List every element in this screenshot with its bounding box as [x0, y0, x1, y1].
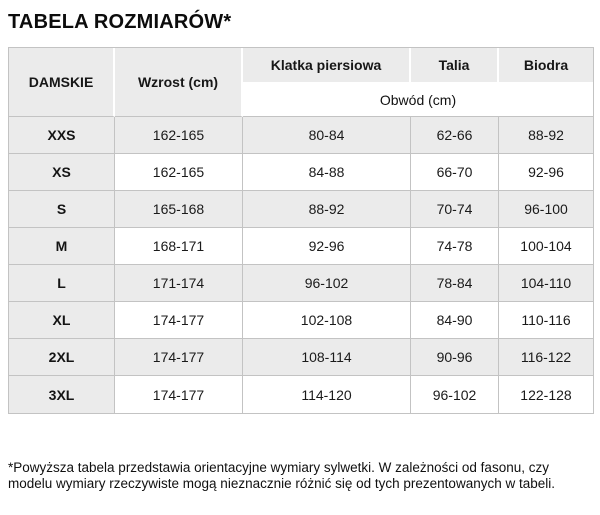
wzrost-cell: 162-165	[115, 117, 243, 154]
talia-cell: 84-90	[411, 302, 499, 339]
table-row: M 168-171 92-96 74-78 100-104	[9, 228, 593, 265]
biodra-cell: 110-116	[499, 302, 593, 339]
wzrost-cell: 168-171	[115, 228, 243, 265]
size-cell: XL	[9, 302, 115, 339]
size-table: DAMSKIE Wzrost (cm) Klatka piersiowa Tal…	[8, 47, 594, 414]
table-row: L 171-174 96-102 78-84 104-110	[9, 265, 593, 302]
klatka-cell: 84-88	[243, 154, 411, 191]
klatka-cell: 102-108	[243, 302, 411, 339]
subheader-obwod: Obwód (cm)	[243, 84, 593, 117]
talia-cell: 62-66	[411, 117, 499, 154]
wzrost-cell: 174-177	[115, 339, 243, 376]
page-title: TABELA ROZMIARÓW*	[8, 11, 232, 33]
size-cell: L	[9, 265, 115, 302]
table-row: 3XL 174-177 114-120 96-102 122-128	[9, 376, 593, 413]
table-row: S 165-168 88-92 70-74 96-100	[9, 191, 593, 228]
talia-cell: 78-84	[411, 265, 499, 302]
talia-cell: 66-70	[411, 154, 499, 191]
talia-cell: 74-78	[411, 228, 499, 265]
biodra-cell: 92-96	[499, 154, 593, 191]
table-row: XXS 162-165 80-84 62-66 88-92	[9, 117, 593, 154]
talia-cell: 96-102	[411, 376, 499, 413]
column-header-damskie: DAMSKIE	[9, 48, 115, 117]
column-header-klatka-piersiowa: Klatka piersiowa	[243, 48, 411, 84]
table-body: XXS 162-165 80-84 62-66 88-92 XS 162-165…	[9, 117, 593, 413]
biodra-cell: 100-104	[499, 228, 593, 265]
size-cell: XS	[9, 154, 115, 191]
klatka-cell: 88-92	[243, 191, 411, 228]
wzrost-cell: 165-168	[115, 191, 243, 228]
size-cell: M	[9, 228, 115, 265]
page: TABELA ROZMIARÓW* DAMSKIE Wzrost (cm) Kl…	[8, 11, 594, 491]
wzrost-cell: 171-174	[115, 265, 243, 302]
talia-cell: 70-74	[411, 191, 499, 228]
klatka-cell: 80-84	[243, 117, 411, 154]
header-row-sub: Obwód (cm)	[9, 84, 593, 117]
footnote: *Powyższa tabela przedstawia orientacyjn…	[8, 460, 555, 491]
table-row: XS 162-165 84-88 66-70 92-96	[9, 154, 593, 191]
size-cell: S	[9, 191, 115, 228]
size-cell: XXS	[9, 117, 115, 154]
table-row: 2XL 174-177 108-114 90-96 116-122	[9, 339, 593, 376]
klatka-cell: 114-120	[243, 376, 411, 413]
klatka-cell: 92-96	[243, 228, 411, 265]
biodra-cell: 116-122	[499, 339, 593, 376]
klatka-cell: 108-114	[243, 339, 411, 376]
talia-cell: 90-96	[411, 339, 499, 376]
biodra-cell: 88-92	[499, 117, 593, 154]
size-cell: 3XL	[9, 376, 115, 413]
klatka-cell: 96-102	[243, 265, 411, 302]
wzrost-cell: 174-177	[115, 376, 243, 413]
header-row-top: DAMSKIE Wzrost (cm) Klatka piersiowa Tal…	[9, 48, 593, 117]
biodra-cell: 96-100	[499, 191, 593, 228]
table-row: XL 174-177 102-108 84-90 110-116	[9, 302, 593, 339]
biodra-cell: 104-110	[499, 265, 593, 302]
table-header: DAMSKIE Wzrost (cm) Klatka piersiowa Tal…	[9, 48, 593, 117]
wzrost-cell: 162-165	[115, 154, 243, 191]
column-header-talia: Talia	[411, 48, 499, 84]
size-cell: 2XL	[9, 339, 115, 376]
biodra-cell: 122-128	[499, 376, 593, 413]
column-header-biodra: Biodra	[499, 48, 593, 84]
wzrost-cell: 174-177	[115, 302, 243, 339]
column-header-wzrost: Wzrost (cm)	[115, 48, 243, 117]
